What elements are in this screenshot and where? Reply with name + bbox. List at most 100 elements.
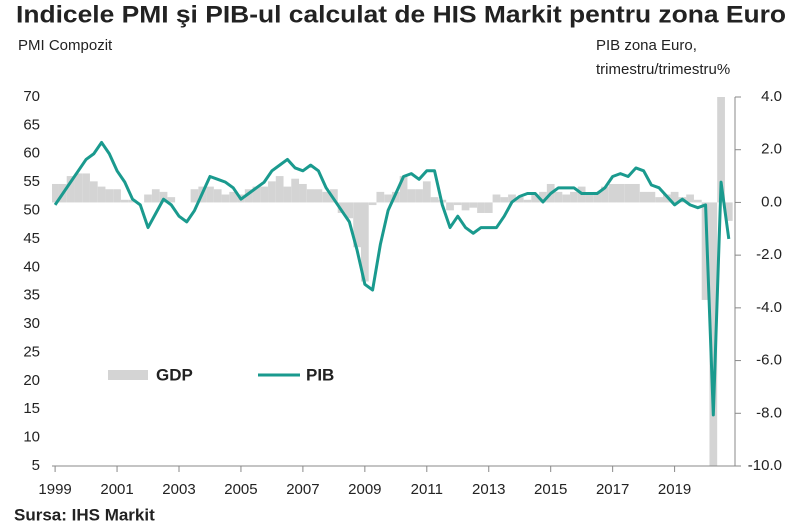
y2-axis-label: PIB zona Euro,	[596, 37, 697, 54]
gdp-bar	[151, 189, 160, 203]
gdp-bar	[539, 191, 547, 203]
gdp-bar	[554, 191, 563, 203]
gdp-bar	[446, 202, 454, 211]
x-tick-label: 2001	[100, 481, 133, 498]
gdp-bar	[686, 194, 694, 203]
gdp-bar	[322, 191, 331, 203]
legend-label: GDP	[156, 365, 193, 384]
gdp-bar	[353, 202, 361, 248]
gdp-bar	[306, 189, 315, 203]
gdp-bar	[632, 183, 640, 203]
gdp-bar	[384, 194, 392, 203]
gdp-bar	[229, 191, 238, 203]
gdp-bar	[415, 189, 423, 203]
y-tick-label: 10	[23, 429, 40, 446]
gdp-bar	[368, 202, 377, 206]
y-tick-label: 20	[23, 372, 40, 389]
gdp-bar	[717, 97, 725, 203]
gdp-bar	[647, 191, 656, 203]
gdp-bar	[601, 186, 609, 203]
gdp-bar	[283, 186, 292, 203]
gdp-bar	[562, 194, 571, 203]
x-tick-label: 2009	[348, 481, 381, 498]
y-tick-label: 5	[32, 457, 40, 474]
y2-tick-label: -8.0	[756, 404, 782, 421]
gdp-bar	[268, 181, 276, 203]
gdp-bar	[330, 189, 338, 203]
y-tick-label: 40	[23, 258, 40, 275]
y-tick-label: 45	[23, 230, 40, 247]
gdp-bar	[624, 183, 633, 203]
gdp-bar	[66, 176, 75, 203]
source: Sursa: IHS Markit	[14, 505, 155, 524]
chart-title: Indicele PMI şi PIB-ul calculat de HIS M…	[16, 1, 786, 28]
gdp-bar	[167, 197, 176, 203]
gdp-bar	[639, 191, 648, 203]
gdp-bar	[275, 176, 284, 203]
gdp-bar	[291, 178, 300, 203]
gdp-bar	[128, 199, 137, 203]
plot-area	[52, 97, 733, 466]
x-tick-label: 2007	[286, 481, 319, 498]
gdp-bar	[570, 191, 578, 203]
y-tick-label: 60	[23, 145, 40, 162]
gdp-bar	[260, 186, 269, 203]
gdp-bar	[82, 173, 90, 203]
gdp-bar	[144, 194, 152, 203]
y-tick-label: 30	[23, 315, 40, 332]
legend-label: PIB	[306, 365, 334, 384]
y-tick-label: 35	[23, 287, 40, 304]
x-tick-label: 2013	[472, 481, 505, 498]
y-axis-label: PMI Compozit	[18, 37, 113, 54]
gdp-bar	[655, 197, 663, 203]
gdp-bar	[221, 194, 230, 203]
gdp-bar	[399, 176, 408, 203]
gdp-bar	[159, 191, 168, 203]
gdp-bar	[360, 202, 369, 282]
gdp-bar	[709, 202, 718, 466]
y2-tick-label: -4.0	[756, 299, 782, 316]
gdp-bar	[391, 191, 400, 203]
legend-swatch	[108, 370, 148, 380]
gdp-bar	[299, 183, 307, 203]
gdp-bar	[337, 202, 346, 213]
y2-tick-label: -2.0	[756, 246, 782, 263]
y-tick-label: 70	[23, 88, 40, 105]
gdp-bar	[693, 199, 702, 203]
x-tick-label: 2015	[534, 481, 567, 498]
gdp-bar	[608, 183, 617, 203]
gdp-bar	[453, 202, 462, 206]
y-tick-label: 55	[23, 173, 40, 190]
gdp-bar	[422, 181, 431, 203]
x-tick-label: 2017	[596, 481, 629, 498]
gdp-bar	[113, 189, 121, 203]
y2-tick-label: 2.0	[761, 141, 782, 158]
gdp-bar	[724, 202, 733, 221]
gdp-bar	[213, 189, 222, 203]
gdp-bar	[74, 173, 83, 203]
gdp-bar	[670, 191, 679, 203]
y-tick-label: 25	[23, 343, 40, 360]
x-tick-label: 2019	[658, 481, 691, 498]
x-tick-label: 2003	[162, 481, 195, 498]
gdp-bar	[515, 197, 524, 203]
gdp-bar	[120, 199, 129, 203]
y2-tick-label: 4.0	[761, 88, 782, 105]
gdp-bar	[531, 194, 540, 203]
gdp-bar	[492, 194, 501, 203]
gdp-bar	[190, 189, 199, 203]
gdp-bar	[345, 202, 354, 219]
gdp-bar	[430, 197, 439, 203]
gdp-bar	[523, 199, 532, 203]
gdp-bar	[585, 194, 594, 203]
gdp-bar	[508, 194, 516, 203]
gdp-bar	[206, 186, 214, 203]
y2-tick-label: 0.0	[761, 193, 782, 210]
gdp-bar	[89, 181, 98, 203]
gdp-bar	[244, 189, 253, 203]
gdp-bar	[500, 197, 509, 203]
gdp-bar	[484, 202, 493, 213]
gdp-bar	[376, 191, 385, 203]
gdp-bar	[105, 189, 114, 203]
